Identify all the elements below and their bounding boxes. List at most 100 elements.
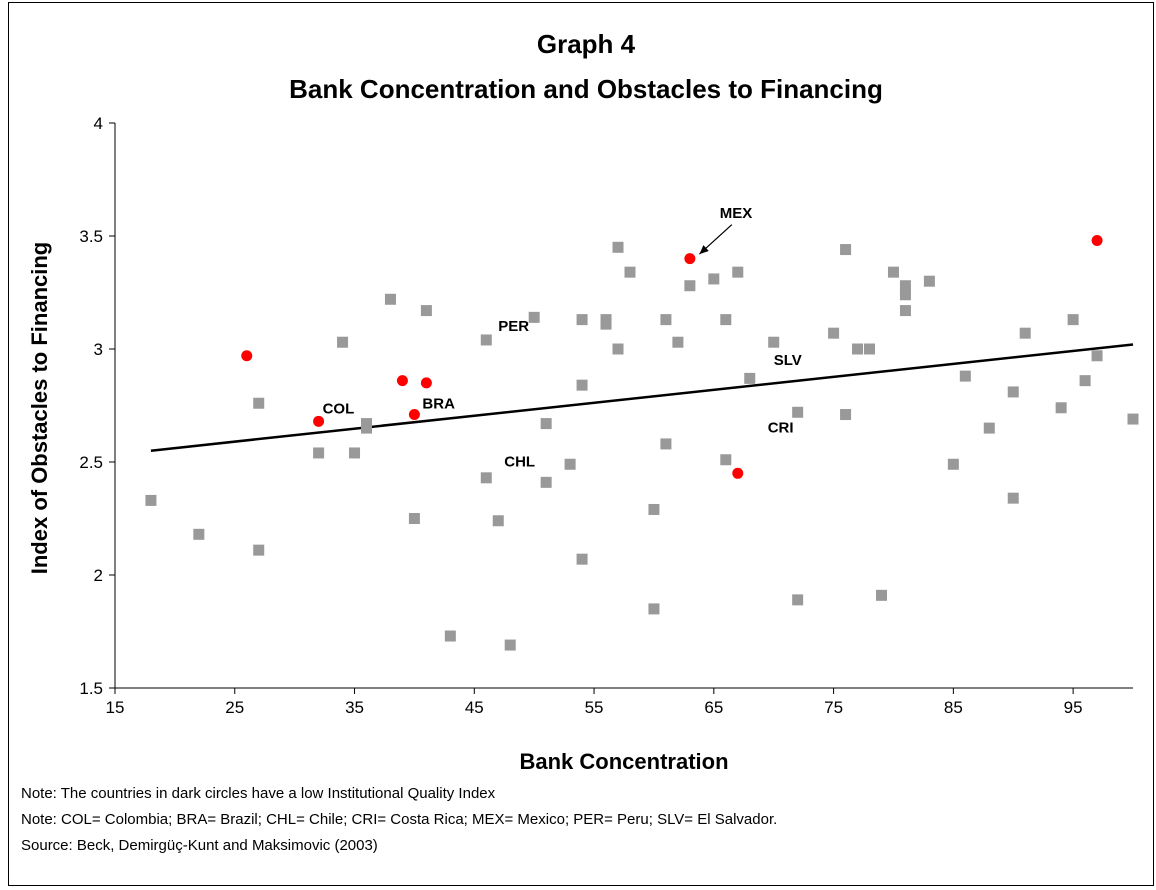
y-tick-label: 2.5 <box>79 453 103 472</box>
point-annotation-cri: CRI <box>768 420 794 437</box>
data-point-square <box>193 528 205 540</box>
point-annotation-per: PER <box>498 318 529 335</box>
data-point-square <box>576 314 588 326</box>
data-point-square <box>648 503 660 515</box>
data-point-square <box>349 447 361 459</box>
data-point-square <box>899 280 911 292</box>
data-point-square <box>313 447 325 459</box>
data-point-square <box>959 370 971 382</box>
chart-title: Graph 4 <box>537 29 636 59</box>
scatter-chart: Graph 4 Bank Concentration and Obstacles… <box>27 29 1139 774</box>
point-annotation-mex: MEX <box>720 205 753 222</box>
data-point-square <box>420 305 432 317</box>
data-point-square <box>612 343 624 355</box>
data-point-square <box>875 589 887 601</box>
y-axis-label: Index of Obstacles to Financing <box>27 242 52 575</box>
y-tick-label: 3.5 <box>79 227 103 246</box>
data-point-square <box>852 343 864 355</box>
x-tick-label: 95 <box>1064 698 1083 717</box>
x-tick-label: 15 <box>106 698 125 717</box>
data-point-square <box>1007 386 1019 398</box>
trend-line <box>150 343 1134 452</box>
data-point-square <box>983 422 995 434</box>
point-annotation-chl: CHL <box>504 454 535 471</box>
data-point-square <box>732 266 744 278</box>
data-point-square <box>1007 492 1019 504</box>
data-point-square <box>672 336 684 348</box>
data-point-circle <box>313 415 325 427</box>
data-point-square <box>660 438 672 450</box>
data-point-square <box>145 494 157 506</box>
data-point-square <box>864 343 876 355</box>
data-point-circle <box>396 375 408 387</box>
data-point-square <box>1055 402 1067 414</box>
data-point-square <box>384 293 396 305</box>
data-point-square <box>361 422 373 434</box>
data-point-square <box>947 458 959 470</box>
data-point-square <box>768 336 780 348</box>
x-tick-label: 55 <box>585 698 604 717</box>
data-point-circle <box>420 377 432 389</box>
data-point-circle <box>1091 235 1103 247</box>
y-tick-label: 4 <box>94 114 103 133</box>
point-annotation-slv: SLV <box>774 352 802 369</box>
data-point-square <box>660 314 672 326</box>
note-institutional-quality: Note: The countries in dark circles have… <box>21 785 496 802</box>
data-point-square <box>480 472 492 484</box>
x-axis-label: Bank Concentration <box>519 749 728 774</box>
data-point-square <box>887 266 899 278</box>
data-point-square <box>1019 327 1031 339</box>
data-point-circle <box>408 409 420 421</box>
data-point-square <box>899 289 911 301</box>
data-point-square <box>792 406 804 418</box>
data-point-square <box>828 327 840 339</box>
data-point-square <box>564 458 576 470</box>
data-point-square <box>744 372 756 384</box>
x-tick-label: 45 <box>465 698 484 717</box>
data-point-square <box>1127 413 1139 425</box>
x-tick-label: 75 <box>824 698 843 717</box>
data-point-square <box>1067 314 1079 326</box>
mex-arrow-head <box>699 245 709 255</box>
data-point-square <box>576 379 588 391</box>
y-tick-label: 1.5 <box>79 679 103 698</box>
data-point-square <box>684 280 696 292</box>
data-point-square <box>792 594 804 606</box>
x-tick-label: 35 <box>345 698 364 717</box>
data-point-square <box>540 418 552 430</box>
data-point-square <box>253 544 265 556</box>
data-point-square <box>576 553 588 565</box>
note-country-codes: Note: COL= Colombia; BRA= Brazil; CHL= C… <box>21 811 778 828</box>
data-point-square <box>492 515 504 527</box>
x-tick-label: 65 <box>704 698 723 717</box>
data-point-square <box>444 630 456 642</box>
axes: 1.5 2 2.5 3 3.5 4 15 25 35 45 55 65 75 85 95 <box>79 114 1133 717</box>
data-point-circle <box>684 253 696 265</box>
data-point-square <box>528 311 540 323</box>
x-tick-label: 25 <box>225 698 244 717</box>
plot-area: COL BRA CHL PER MEX SLV CRI <box>145 205 1139 651</box>
chart-subtitle: Bank Concentration and Obstacles to Fina… <box>289 74 883 104</box>
data-point-square <box>540 476 552 488</box>
data-point-square <box>480 334 492 346</box>
point-annotation-col: COL <box>323 400 355 417</box>
data-point-square <box>923 275 935 287</box>
data-point-circle <box>241 350 253 362</box>
note-source: Source: Beck, Demirgüç-Kunt and Maksimov… <box>21 837 378 854</box>
data-point-square <box>1079 375 1091 387</box>
y-tick-label: 2 <box>94 566 103 585</box>
data-point-square <box>840 409 852 421</box>
data-point-square <box>720 454 732 466</box>
data-point-square <box>708 273 720 285</box>
data-point-square <box>840 244 852 256</box>
data-point-circle <box>732 467 744 479</box>
data-point-square <box>408 513 420 524</box>
data-point-square <box>648 603 660 615</box>
data-point-square <box>337 336 349 348</box>
y-tick-label: 3 <box>94 340 103 359</box>
data-point-square <box>1091 350 1103 362</box>
data-point-square <box>612 241 624 253</box>
data-point-square <box>600 318 612 330</box>
data-point-square <box>899 305 911 317</box>
data-point-square <box>504 639 516 651</box>
